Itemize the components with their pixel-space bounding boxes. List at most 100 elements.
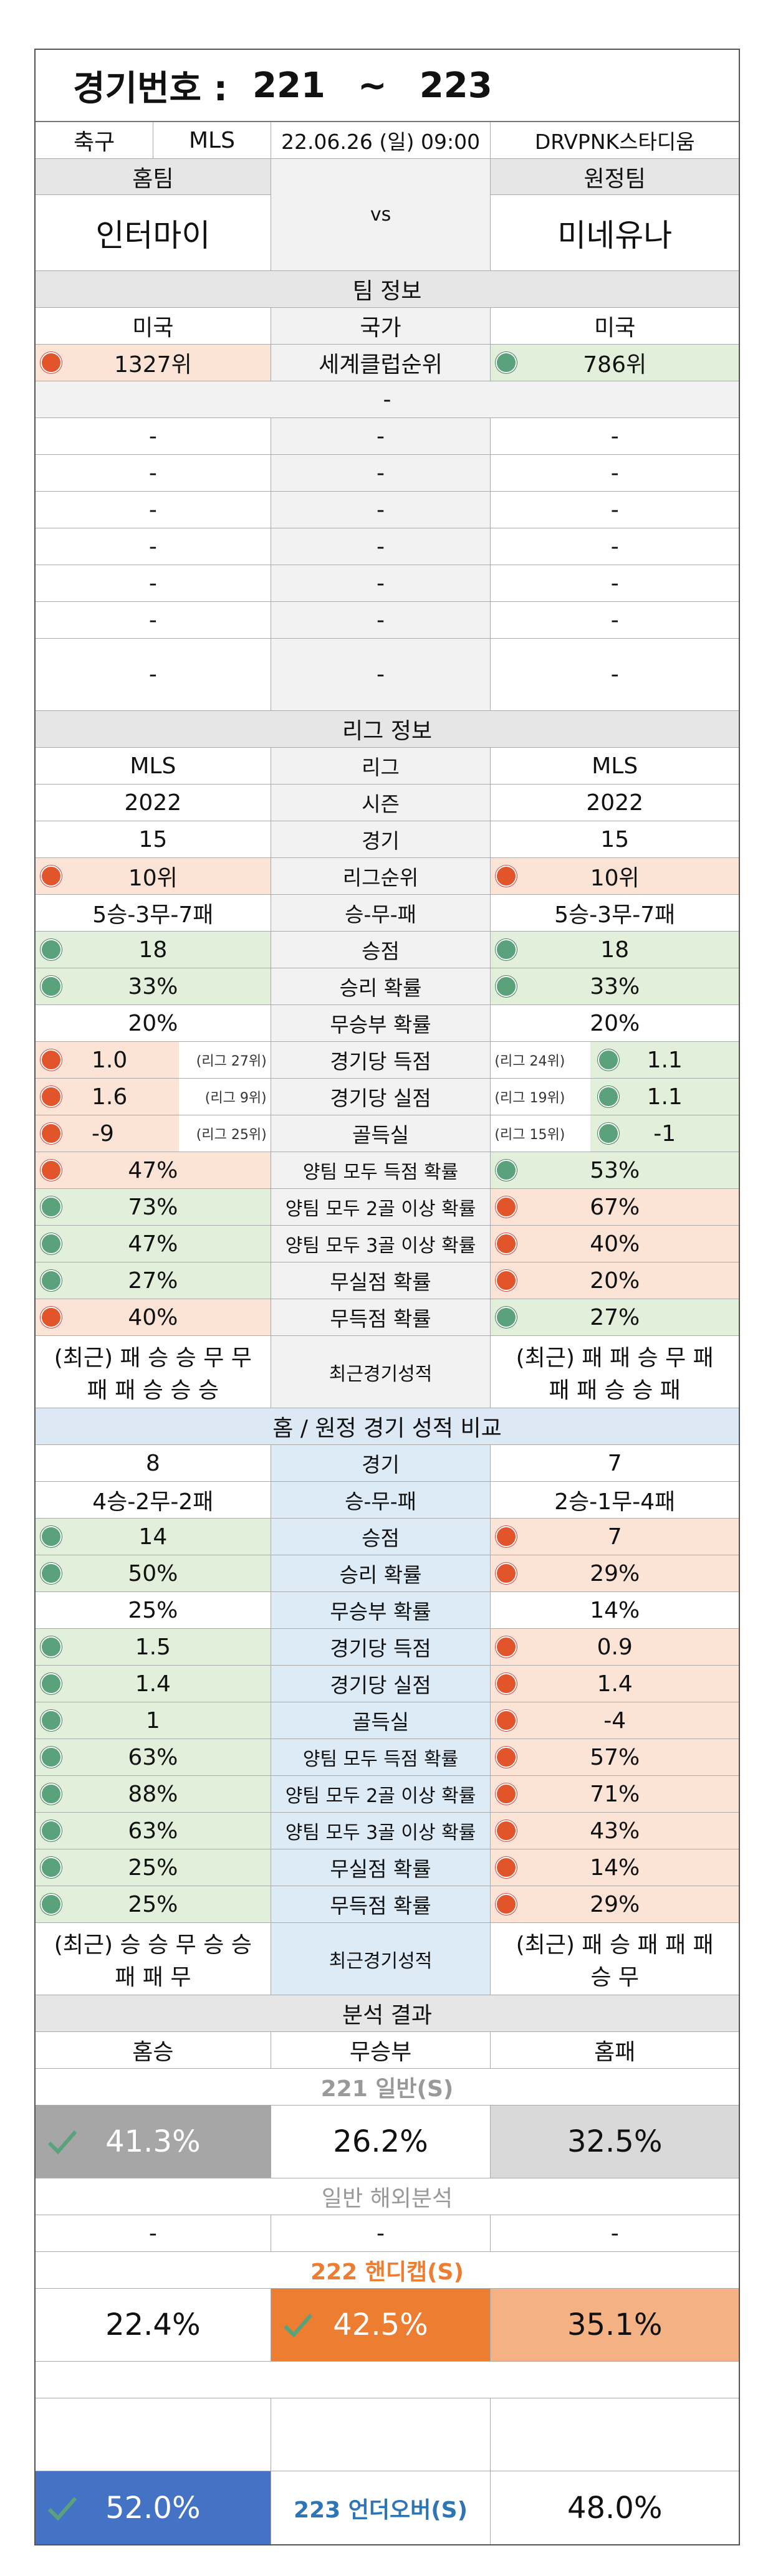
overseas-home: - [36, 2215, 271, 2251]
venue: DRVPNK스타디움 [534, 130, 695, 154]
team-info-header: 팀 정보 [36, 271, 739, 308]
away-league-rank-note: (리그 15위) [494, 1127, 565, 1143]
home-stat-cell: 63% [36, 1813, 271, 1849]
ha-recent-label: 최근경기성적 [271, 1923, 491, 1995]
stat-label: 무득점 확률 [271, 1299, 491, 1335]
home-stat-cell: 47% [36, 1152, 271, 1188]
away-stat-value: 5승-3무-7패 [554, 902, 676, 928]
away-stat-cell: MLS [491, 748, 739, 784]
stat-label: 양팀 모두 3골 이상 확률 [271, 1813, 491, 1849]
away-stat-value: 40% [590, 1231, 640, 1257]
home-team-label: 홈팀 [36, 159, 271, 195]
stat-row: 10위 리그순위 10위 [36, 858, 739, 895]
stat-label: 경기당 실점 [271, 1666, 491, 1702]
green-dot-icon [41, 1526, 62, 1547]
away-stat-cell: 18 [491, 932, 739, 968]
home-stat-value: 33% [128, 973, 178, 999]
stat-row: 2022 시즌 2022 [36, 785, 739, 821]
underover-title: 223 언더오버(S) [271, 2471, 491, 2544]
away-stat-value: 7 [607, 1524, 622, 1550]
home-stat-cell: 1.0 (리그 27위) [36, 1042, 271, 1078]
stat-label: 무승부 확률 [271, 1592, 491, 1628]
dash-cell: - [36, 602, 271, 638]
overseas-away: - [610, 2220, 619, 2246]
spacer-cell [36, 2362, 739, 2398]
home-stat-cell: 14 [36, 1519, 271, 1555]
away-ha-recent-line1: (최근) 패 승 패 패 패 [516, 1932, 714, 1958]
green-dot-icon [496, 939, 517, 960]
underover-under-value: 48.0% [567, 2490, 663, 2526]
overseas-draw: - [271, 2215, 491, 2251]
away-country: 미국 [594, 315, 636, 341]
dash-cell: - [36, 639, 271, 710]
green-dot-icon [598, 1049, 620, 1071]
red-dot-icon [41, 1049, 62, 1071]
stat-label: 승-무-패 [271, 895, 491, 931]
stat-row: 18 승점 18 [36, 932, 739, 968]
home-ha-recent-line1: (최근) 승 승 무 승 승 [54, 1932, 252, 1958]
red-dot-icon [41, 1160, 62, 1181]
away-stat-value: 18 [600, 937, 630, 963]
red-dot-icon [496, 1820, 517, 1841]
home-club-rank-cell: 1327위 [36, 345, 271, 381]
away-team-label: 원정팀 [491, 159, 739, 195]
away-stat-cell: -4 [491, 1702, 739, 1739]
empty-row: --- [36, 528, 739, 565]
analysis-cols: 홈승 무승부 홈패 [36, 2032, 739, 2069]
stat-row: 47% 양팀 모두 득점 확률 53% [36, 1152, 739, 1189]
match-number-from: 221 [252, 65, 325, 106]
home-stat-value: 8 [145, 1450, 160, 1476]
stat-row: 47% 양팀 모두 3골 이상 확률 40% [36, 1226, 739, 1262]
stat-label: 승-무-패 [271, 1482, 491, 1518]
away-stat-value: 1.1 [646, 1084, 683, 1110]
empty-row: --- [36, 455, 739, 492]
red-dot-icon [496, 866, 517, 887]
empty-row: --- [36, 418, 739, 455]
dash-cell: - [610, 607, 619, 633]
check-icon [47, 2496, 77, 2521]
green-dot-icon [598, 1123, 620, 1144]
home-stat-value: 14 [138, 1524, 168, 1550]
red-dot-icon [496, 1747, 517, 1768]
general-draw-value: 26.2% [271, 2106, 491, 2178]
col-home-win: 홈승 [36, 2032, 271, 2068]
handicap-draw-cell: 42.5% [271, 2289, 491, 2361]
home-stat-value: 4승-2무-2패 [92, 1489, 214, 1515]
underover-over-cell: 52.0% [36, 2471, 271, 2544]
away-stat-cell: 5승-3무-7패 [491, 895, 739, 931]
home-stat-cell: 10위 [36, 858, 271, 894]
red-dot-icon [41, 866, 62, 887]
home-stat-value: 88% [128, 1781, 178, 1807]
stat-label: 승리 확률 [271, 968, 491, 1004]
red-dot-icon [496, 1196, 517, 1218]
away-stat-cell: (리그 24위) 1.1 [491, 1042, 739, 1078]
away-club-rank: 786위 [583, 352, 647, 378]
home-stat-cell: 88% [36, 1776, 271, 1812]
away-recent-line2: 패 패 승 승 패 [549, 1377, 681, 1403]
away-stat-cell: (리그 15위) -1 [491, 1115, 739, 1152]
country-row: 미국 국가 미국 [36, 308, 739, 345]
away-stat-cell: 20% [491, 1262, 739, 1299]
red-dot-icon [496, 1526, 517, 1547]
handicap-title-row: 222 핸디캡(S) [36, 2252, 739, 2289]
red-dot-icon [41, 1086, 62, 1107]
home-team-block: 홈팀 인터마이 [36, 159, 271, 270]
home-stat-cell: 27% [36, 1262, 271, 1299]
away-stat-value: -4 [603, 1707, 627, 1734]
homeaway-title: 홈 / 원정 경기 성적 비교 [272, 1416, 502, 1441]
home-stat-value: 40% [128, 1304, 178, 1330]
analysis-header: 분석 결과 [36, 1995, 739, 2032]
away-stat-cell: 1.4 [491, 1666, 739, 1702]
stat-row: 40% 무득점 확률 27% [36, 1299, 739, 1336]
analysis-title: 분석 결과 [342, 2003, 432, 2028]
away-stat-cell: 0.9 [491, 1629, 739, 1665]
dash-cell: - [36, 492, 271, 528]
home-stat-cell: 2022 [36, 785, 271, 821]
home-ha-recent-line2: 패 패 무 [115, 1964, 191, 1990]
stat-row: 25% 무득점 확률 29% [36, 1886, 739, 1923]
general-away-value: 32.5% [491, 2106, 739, 2178]
check-icon [283, 2314, 312, 2338]
home-stat-cell: 20% [36, 1005, 271, 1041]
